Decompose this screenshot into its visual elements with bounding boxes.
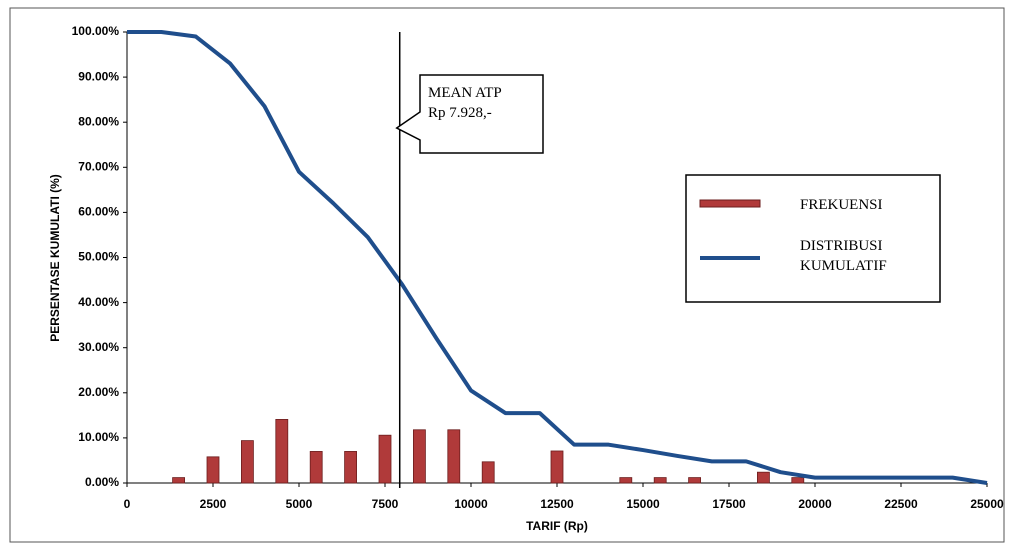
bar xyxy=(757,471,770,484)
y-tick-label: 50.00% xyxy=(78,250,119,264)
bar xyxy=(378,434,392,484)
y-tick-label: 10.00% xyxy=(78,430,119,444)
x-tick-label: 22500 xyxy=(884,497,918,511)
bar xyxy=(240,440,254,484)
y-tick-label: 70.00% xyxy=(78,159,119,173)
x-tick-label: 0 xyxy=(124,497,131,511)
bar xyxy=(619,477,633,484)
line xyxy=(127,30,988,485)
y-tick-label: 0.00% xyxy=(85,475,119,489)
bar xyxy=(206,456,220,484)
bar xyxy=(412,429,426,484)
bar xyxy=(481,461,495,484)
bar xyxy=(791,477,805,484)
x-tick-label: 7500 xyxy=(372,497,399,511)
callout-text: Rp 7.928,- xyxy=(428,105,492,121)
y-tick-label: 40.00% xyxy=(78,295,119,309)
y-tick-label: 30.00% xyxy=(78,340,119,354)
bar xyxy=(172,477,186,484)
x-tick-label: 25000 xyxy=(970,497,1004,511)
bar xyxy=(447,429,461,484)
x-tick-label: 5000 xyxy=(286,497,313,511)
y-tick-label: 60.00% xyxy=(78,205,119,219)
bar xyxy=(309,451,323,484)
x-tick-label: 12500 xyxy=(540,497,574,511)
legend-label: FREKUENSI xyxy=(800,197,883,213)
x-tick-label: 2500 xyxy=(200,497,227,511)
bar xyxy=(653,477,667,484)
y-tick-label: 100.00% xyxy=(72,24,120,38)
y-tick-label: 90.00% xyxy=(78,69,119,83)
y-tick-label: 80.00% xyxy=(78,114,119,128)
bar xyxy=(550,450,564,484)
callout xyxy=(395,74,544,154)
y-tick-label: 20.00% xyxy=(78,385,119,399)
x-axis-label: TARIF (Rp) xyxy=(526,519,588,533)
x-tick-label: 10000 xyxy=(454,497,488,511)
legend-swatch xyxy=(699,199,761,208)
legend xyxy=(685,174,941,303)
x-tick-label: 20000 xyxy=(798,497,832,511)
bar xyxy=(688,477,701,484)
bar xyxy=(275,419,289,484)
callout-text: MEAN ATP xyxy=(428,85,502,101)
x-tick-label: 17500 xyxy=(712,497,746,511)
legend-label: DISTRIBUSI KUMULATIF xyxy=(800,238,887,274)
bar xyxy=(344,451,358,484)
y-axis-label: PERSENTASE KUMULATI (%) xyxy=(48,174,62,342)
x-tick-label: 15000 xyxy=(626,497,660,511)
